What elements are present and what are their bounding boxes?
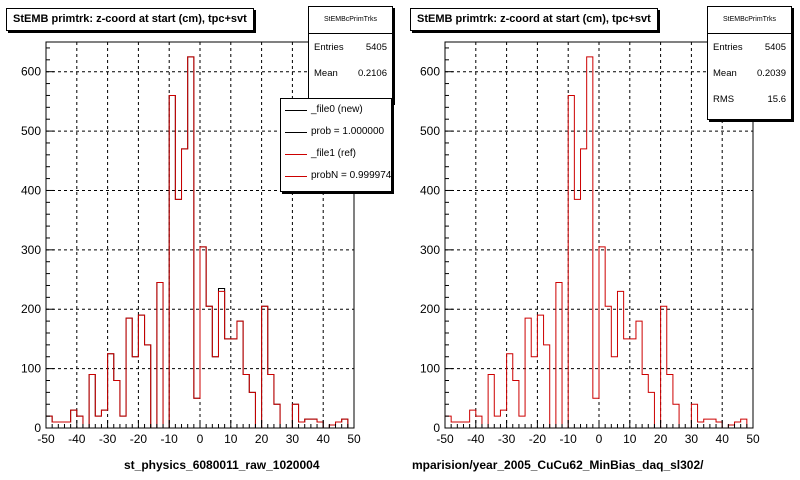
legend-label: _file1 (ref): [311, 148, 357, 159]
y-tick-label: 100: [21, 362, 41, 376]
x-tick-label: 40: [716, 432, 730, 446]
panel-left-title-text: StEMB primtrk: z-coord at start (cm), tp…: [13, 13, 247, 25]
x-tick-label: 30: [685, 432, 699, 446]
x-tick-label: -50: [37, 432, 55, 446]
x-tick-label: -40: [68, 432, 86, 446]
y-tick-label: 500: [21, 124, 41, 138]
panel-right-file-label: mparision/year_2005_CuCu62_MinBias_daq_s…: [412, 458, 704, 472]
stats-value: 5405: [764, 42, 786, 53]
x-tick-label: -20: [529, 432, 547, 446]
x-tick-label: -40: [467, 432, 485, 446]
legend-swatch: [285, 110, 307, 111]
legend-entry-probn: probN = 0.999974: [281, 165, 391, 187]
panel-right-stats-row: Entries 5405: [708, 42, 791, 53]
stats-label: RMS: [713, 94, 735, 105]
panel-left-stats-row: Mean 0.2106: [309, 68, 392, 79]
x-tick-label: 0: [197, 432, 204, 446]
legend-entry-file1: _file1 (ref): [281, 143, 391, 165]
stats-label: Entries: [314, 42, 344, 53]
panel-right-title-text: StEMB primtrk: z-coord at start (cm), tp…: [417, 13, 651, 25]
histogram-series-ref: [444, 56, 753, 429]
x-tick-label: 20: [654, 432, 668, 446]
x-tick-label: -10: [560, 432, 578, 446]
x-tick-label: -50: [436, 432, 454, 446]
panel-left-stats-name: StEMBcPrimTrks: [309, 7, 392, 34]
y-tick-label: 500: [420, 124, 440, 138]
y-tick-label: 600: [420, 65, 440, 79]
panel-right-title: StEMB primtrk: z-coord at start (cm), tp…: [410, 8, 658, 31]
panel-left-stats-row: Entries 5405: [309, 42, 392, 53]
panel-right-stats-name: StEMBcPrimTrks: [708, 7, 791, 34]
legend-entry-file0: _file0 (new): [281, 99, 391, 121]
stats-value: 0.2039: [756, 68, 786, 79]
stats-label: Mean: [314, 68, 338, 79]
y-tick-label: 0: [433, 421, 440, 435]
legend-entry-prob: prob = 1.000000: [281, 121, 391, 143]
stats-value: 15.6: [767, 94, 787, 105]
legend-label: _file0 (new): [311, 104, 363, 115]
x-tick-label: 10: [623, 432, 637, 446]
legend-label: prob = 1.000000: [311, 126, 385, 137]
stats-value: 0.2106: [357, 68, 387, 79]
x-tick-label: -10: [161, 432, 179, 446]
histogram-series-ref: [45, 56, 354, 429]
x-tick-label: 50: [746, 432, 760, 446]
x-tick-label: 0: [596, 432, 603, 446]
panel-left-stats-box: StEMBcPrimTrks Entries 5405 Mean 0.2106: [308, 6, 393, 103]
panel-right-stats-row: Mean 0.2039: [708, 68, 791, 79]
stats-value: 5405: [365, 42, 387, 53]
y-tick-label: 600: [21, 65, 41, 79]
x-tick-label: -30: [99, 432, 117, 446]
legend-swatch: [285, 154, 307, 155]
y-tick-label: 300: [21, 243, 41, 257]
x-tick-label: -20: [130, 432, 148, 446]
legend-swatch: [285, 132, 307, 133]
y-tick-label: 400: [420, 183, 440, 197]
panel-left-file-label: st_physics_6080011_raw_1020004: [124, 458, 320, 472]
stats-label: Mean: [713, 68, 737, 79]
x-tick-label: -30: [498, 432, 516, 446]
y-tick-label: 0: [34, 421, 41, 435]
x-tick-label: 20: [255, 432, 269, 446]
y-tick-label: 400: [21, 183, 41, 197]
panel-right-stats-row: RMS 15.6: [708, 94, 791, 105]
x-tick-label: 50: [347, 432, 361, 446]
y-tick-label: 200: [21, 302, 41, 316]
x-tick-label: 10: [224, 432, 238, 446]
panel-left-title: StEMB primtrk: z-coord at start (cm), tp…: [6, 8, 254, 31]
panel-right-stats-box: StEMBcPrimTrks Entries 5405 Mean 0.2039 …: [707, 6, 792, 120]
y-tick-label: 300: [420, 243, 440, 257]
x-tick-label: 30: [286, 432, 300, 446]
x-tick-label: 40: [317, 432, 331, 446]
legend-label: probN = 0.999974: [311, 170, 392, 181]
stats-label: Entries: [713, 42, 743, 53]
y-tick-label: 100: [420, 362, 440, 376]
y-tick-label: 200: [420, 302, 440, 316]
panel-left-legend: _file0 (new) prob = 1.000000 _file1 (ref…: [280, 98, 392, 192]
legend-swatch: [285, 176, 307, 177]
